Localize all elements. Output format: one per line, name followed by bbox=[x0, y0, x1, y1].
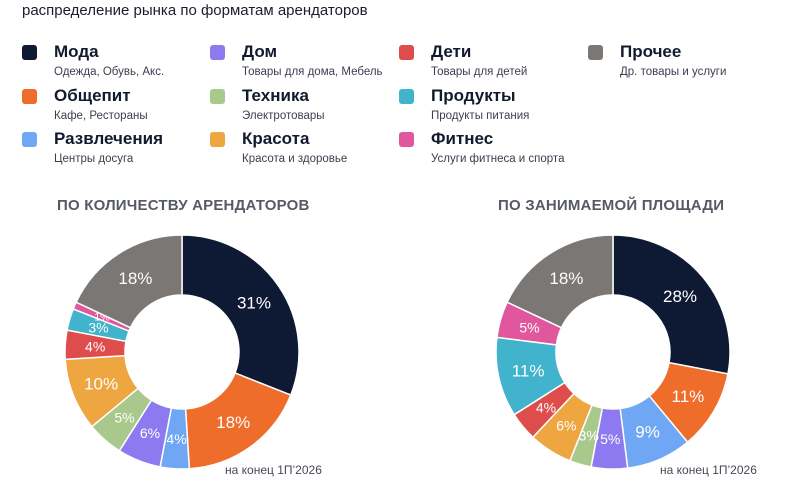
donut-label-1-4: 3% bbox=[579, 428, 599, 444]
donut-label-0-5: 10% bbox=[84, 375, 118, 394]
donut-label-0-7: 3% bbox=[88, 320, 108, 336]
legend-swatch bbox=[22, 89, 37, 104]
legend-swatch bbox=[22, 132, 37, 147]
donut-label-0-4: 5% bbox=[114, 409, 134, 425]
donut-label-1-2: 9% bbox=[635, 422, 660, 441]
donut-label-0-2: 4% bbox=[166, 431, 186, 447]
donut-label-0-0: 31% bbox=[237, 294, 271, 313]
donut-slice-1-9 bbox=[506, 234, 614, 329]
legend-swatch bbox=[210, 45, 225, 60]
donut-label-1-6: 4% bbox=[536, 399, 556, 415]
legend-label: Мода bbox=[54, 42, 99, 61]
donut-label-0-1: 18% bbox=[216, 413, 250, 432]
legend-description: Продукты питания bbox=[431, 110, 530, 122]
chart-note-tenants: на конец 1П’2026 bbox=[225, 463, 322, 477]
donut-label-1-5: 6% bbox=[556, 417, 576, 433]
legend-description: Др. товары и услуги bbox=[620, 66, 727, 78]
donut-label-1-0: 28% bbox=[663, 287, 697, 306]
donut-label-0-3: 6% bbox=[140, 425, 160, 441]
legend-label: Техника bbox=[242, 86, 309, 105]
donut-label-0-6: 4% bbox=[85, 339, 105, 355]
chart-note-area: на конец 1П’2026 bbox=[660, 463, 757, 477]
legend-swatch bbox=[588, 45, 603, 60]
legend-swatch bbox=[210, 132, 225, 147]
legend-label: Фитнес bbox=[431, 129, 494, 148]
legend-description: Услуги фитнеса и спорта bbox=[431, 153, 565, 165]
legend-swatch bbox=[210, 89, 225, 104]
legend-description: Одежда, Обувь, Акс. bbox=[54, 66, 165, 78]
legend-label: Дом bbox=[242, 42, 278, 61]
legend-label: Прочее bbox=[620, 42, 682, 61]
legend-swatch bbox=[399, 132, 414, 147]
donut-label-0-9: 18% bbox=[118, 269, 152, 288]
legend-label: Красота bbox=[242, 129, 310, 148]
page-subtitle: распределение рынка по форматам арендато… bbox=[22, 2, 368, 19]
legend-label: Дети bbox=[431, 42, 472, 61]
legend-description: Красота и здоровье bbox=[242, 153, 348, 165]
legend-description: Товары для дома, Мебель bbox=[242, 66, 383, 78]
legend-swatch bbox=[22, 45, 37, 60]
donut-slice-1-0 bbox=[612, 234, 731, 375]
legend-description: Товары для детей bbox=[431, 66, 528, 78]
donut-hole bbox=[557, 296, 669, 408]
donut-chart-area: 28%11%9%5%3%6%4%11%5%18% bbox=[495, 234, 731, 470]
donut-label-1-3: 5% bbox=[600, 431, 620, 447]
legend-label: Развлечения bbox=[54, 129, 164, 148]
legend-description: Электротовары bbox=[242, 110, 325, 122]
legend-swatch bbox=[399, 45, 414, 60]
legend-description: Кафе, Рестораны bbox=[54, 110, 148, 122]
donut-label-1-7: 11% bbox=[512, 361, 545, 380]
donut-slice-0-9 bbox=[75, 234, 183, 329]
donut-slice-0-0 bbox=[181, 234, 300, 397]
legend-label: Общепит bbox=[54, 86, 131, 105]
legend-label: Продукты bbox=[431, 86, 516, 105]
legend-swatch bbox=[399, 89, 414, 104]
donut-label-1-1: 11% bbox=[672, 387, 705, 406]
donut-chart-tenants: 31%18%4%6%5%10%4%3%1%18% bbox=[64, 234, 300, 470]
legend-description: Центры досуга bbox=[54, 153, 134, 165]
chart-title-area: ПО ЗАНИМАЕМОЙ ПЛОЩАДИ bbox=[498, 197, 725, 214]
donut-hole bbox=[126, 296, 238, 408]
chart-title-tenants: ПО КОЛИЧЕСТВУ АРЕНДАТОРОВ bbox=[57, 197, 310, 214]
donut-label-1-9: 18% bbox=[549, 269, 583, 288]
donut-label-1-8: 5% bbox=[519, 320, 539, 336]
